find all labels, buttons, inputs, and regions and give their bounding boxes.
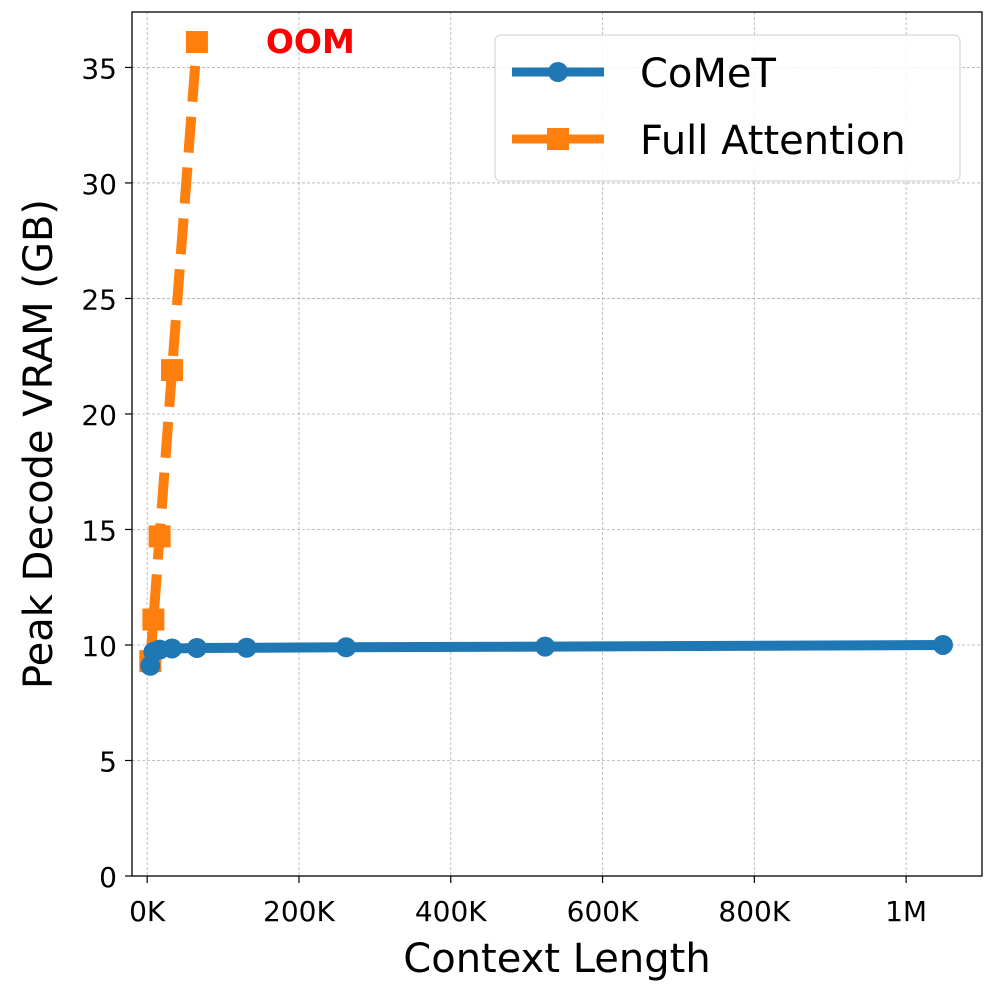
series-layer <box>139 31 953 676</box>
x-tick-label: 400K <box>415 895 487 928</box>
y-tick-label: 35 <box>81 52 117 85</box>
plot-frame <box>131 11 983 877</box>
y-tick-label: 25 <box>81 283 117 316</box>
x-tick-label: 800K <box>718 895 790 928</box>
y-tick-label: 20 <box>81 399 117 432</box>
y-tick-label: 15 <box>81 514 117 547</box>
data-point-comet <box>336 637 357 658</box>
legend-marker-full-attention <box>547 128 569 150</box>
data-point-comet <box>186 637 207 658</box>
x-axis-title: Context Length <box>403 936 710 982</box>
data-point-comet <box>236 637 257 658</box>
legend-box <box>494 34 961 182</box>
y-axis-ticks: 0 5 10 15 20 25 30 35 <box>81 52 132 894</box>
legend: CoMeT Full Attention <box>494 34 961 182</box>
x-tick-label: 600K <box>567 895 639 928</box>
x-axis-ticks: 0K 200K 400K 600K 800K 1M <box>129 876 927 928</box>
y-tick-label: 10 <box>81 630 117 663</box>
data-point-full-attention <box>142 608 165 631</box>
y-tick-label: 0 <box>99 861 117 894</box>
data-point-comet <box>535 636 556 657</box>
x-tick-label: 1M <box>885 895 927 928</box>
x-tick-label: 0K <box>129 895 166 928</box>
legend-label-comet: CoMeT <box>640 51 777 97</box>
data-point-full-attention <box>148 525 171 548</box>
y-axis-title: Peak Decode VRAM (GB) <box>16 199 62 689</box>
x-tick-label: 200K <box>263 895 335 928</box>
data-point-comet <box>162 638 183 659</box>
legend-marker-comet <box>548 62 568 82</box>
y-tick-label: 30 <box>81 168 117 201</box>
legend-label-full-attention: Full Attention <box>640 118 906 164</box>
data-point-full-attention <box>161 359 184 382</box>
data-point-full-attention <box>185 31 208 54</box>
oom-annotation: OOM <box>266 22 355 61</box>
y-tick-label: 5 <box>99 745 117 778</box>
series-comet <box>140 634 953 676</box>
data-point-comet <box>932 634 953 655</box>
